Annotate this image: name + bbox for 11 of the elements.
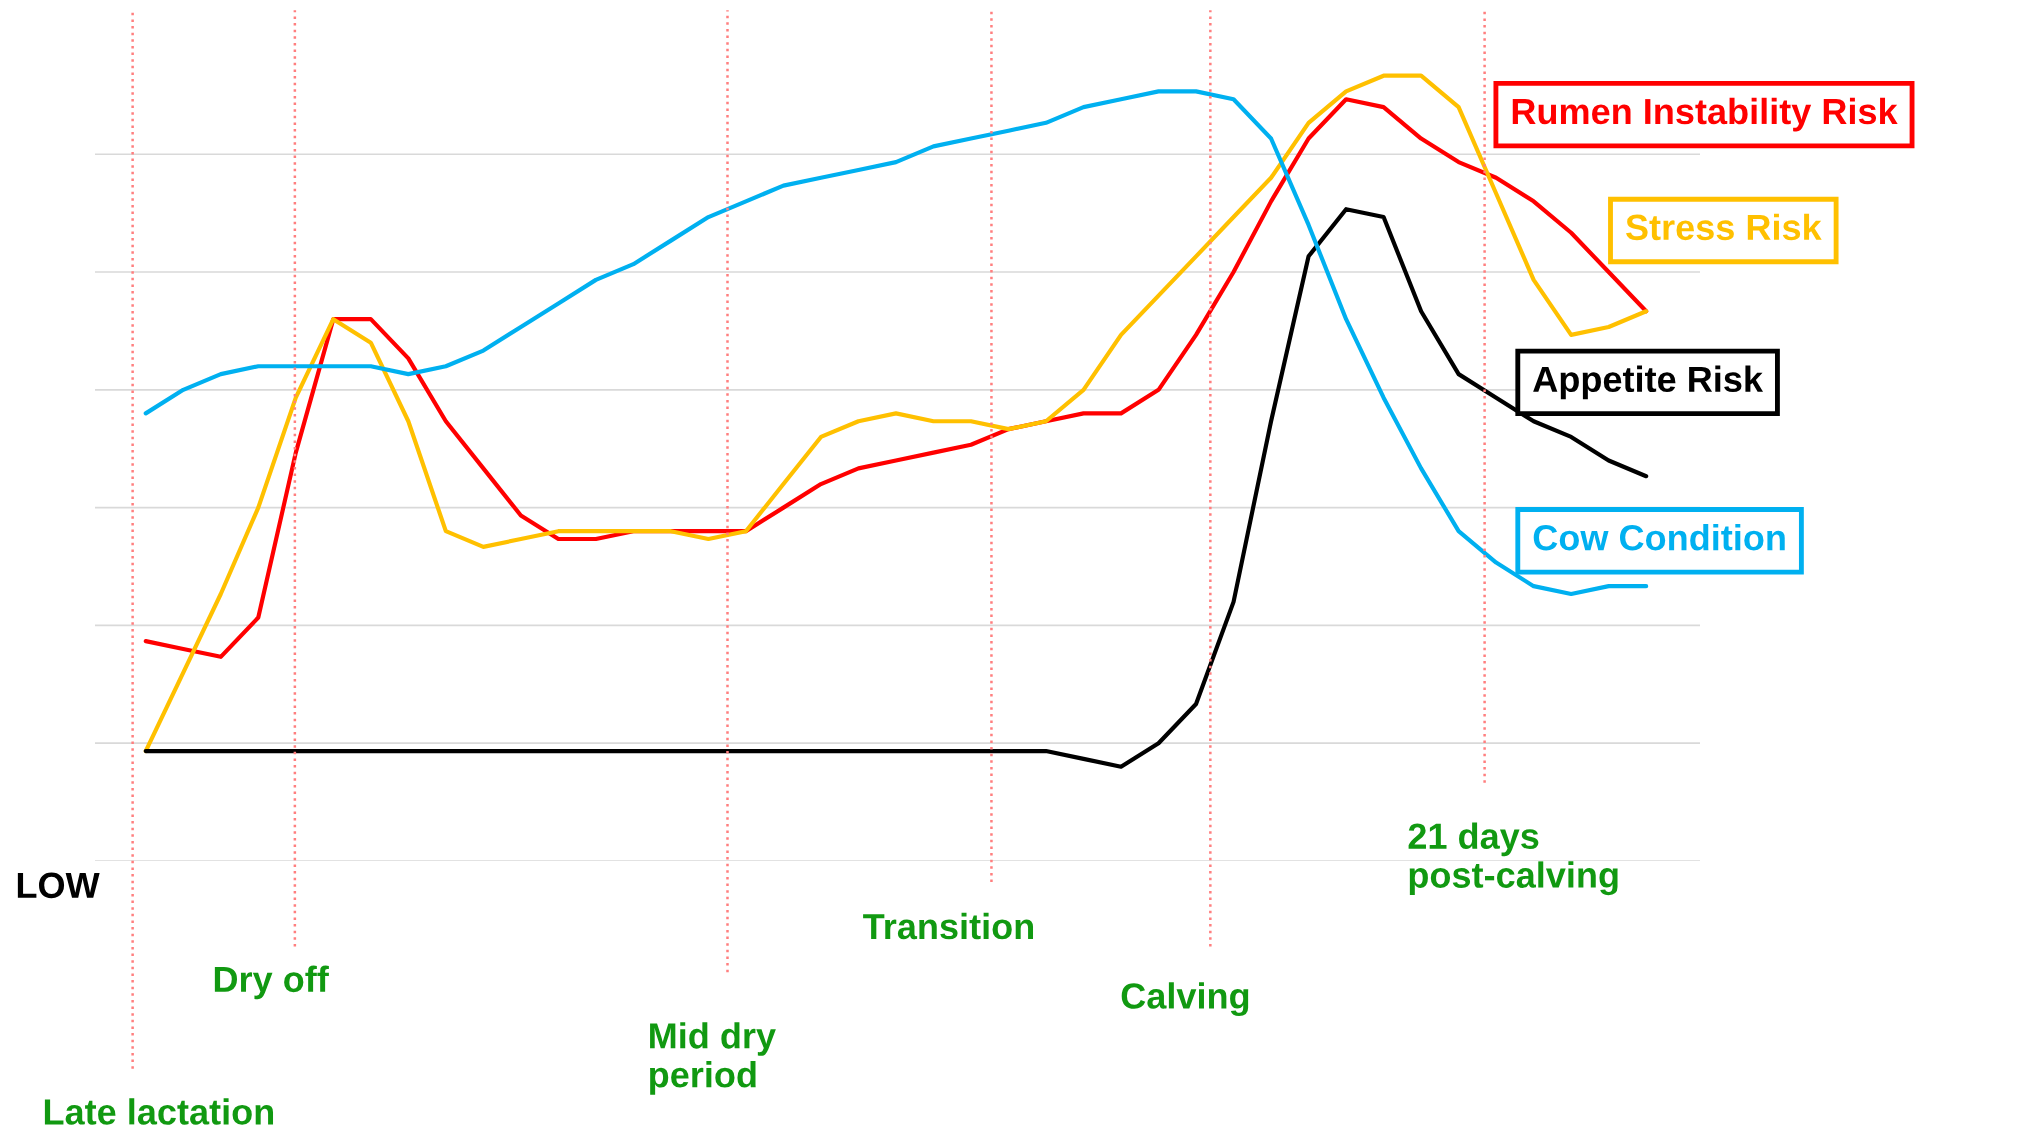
annotation: 21 days post-calving <box>1408 822 1618 896</box>
text: Transition <box>863 912 1034 940</box>
series-label: Rumen Instability Risk <box>1512 97 1898 132</box>
text: Late lactation <box>44 1098 274 1125</box>
text: Calving <box>1121 982 1249 1017</box>
series-label: Appetite Risk <box>1533 365 1764 400</box>
text: Dry off <box>214 965 329 1000</box>
text: Mid dry period <box>650 1022 776 1095</box>
series-label: Cow Condition <box>1533 523 1785 551</box>
text: LOW <box>17 872 100 899</box>
text: Stress Risk <box>1625 213 1822 241</box>
